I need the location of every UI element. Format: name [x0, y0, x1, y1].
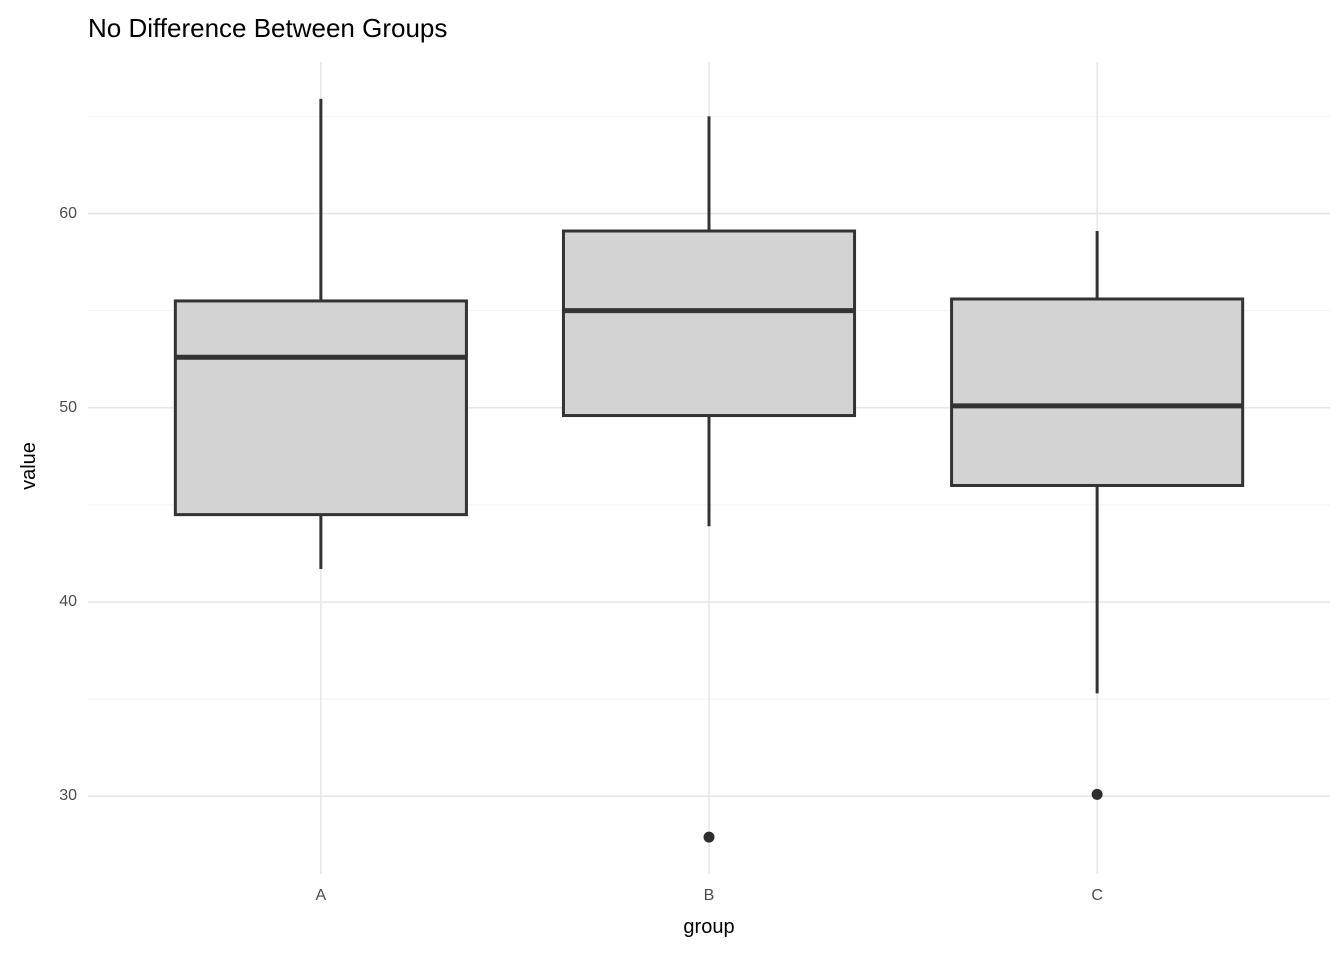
y-tick-label-50: 50	[59, 398, 77, 416]
x-tick-label-B: B	[703, 887, 715, 904]
y-tick-label-40: 40	[59, 593, 77, 611]
x-axis-title: group	[683, 916, 735, 938]
x-tick-label-A: A	[315, 887, 327, 904]
outlier-B-0	[703, 831, 715, 843]
x-tick-label-C: C	[1091, 887, 1103, 904]
box-A	[173, 299, 468, 517]
box-C	[950, 297, 1245, 487]
box-B	[561, 229, 857, 418]
outlier-C-0	[1091, 788, 1103, 800]
y-tick-label-30: 30	[59, 787, 77, 805]
plot-title: No Difference Between Groups	[88, 13, 448, 43]
y-tick-label-60: 60	[59, 204, 77, 222]
